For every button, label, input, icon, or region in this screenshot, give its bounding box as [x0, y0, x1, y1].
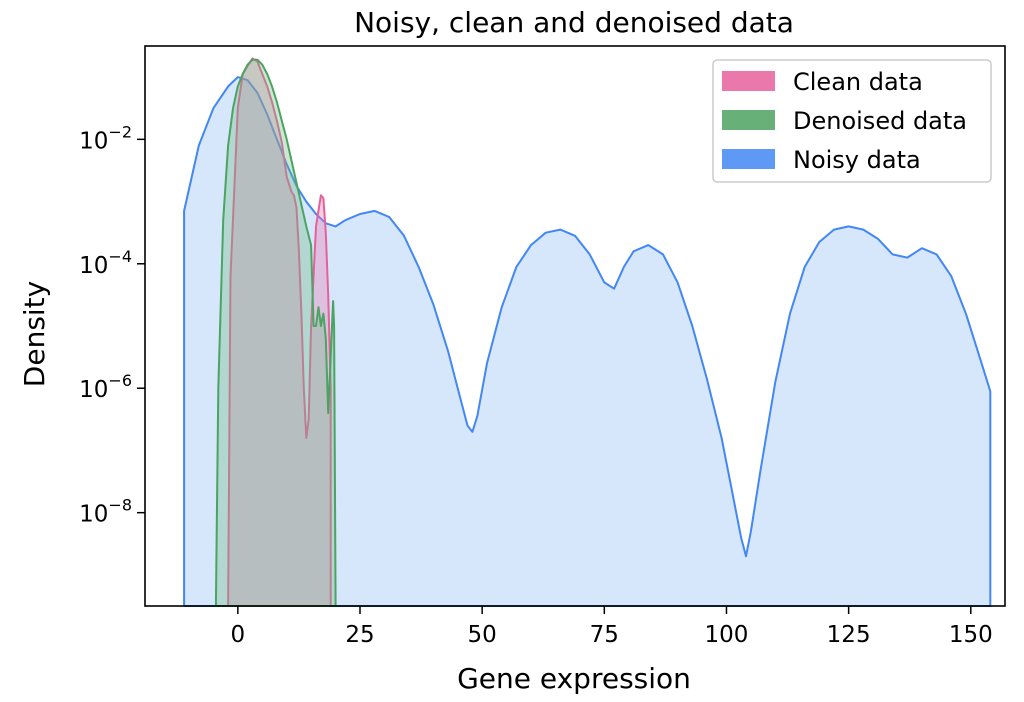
series-noisy-data-area	[183, 76, 992, 607]
x-tick-label: 100	[705, 622, 749, 648]
y-axis-label: Density	[18, 281, 51, 387]
x-axis: 0 25 50 75 100 125 150	[231, 606, 993, 648]
chart-title: Noisy, clean and denoised data	[354, 6, 794, 39]
x-tick-label: 50	[468, 622, 497, 648]
plot-frame	[144, 45, 1006, 607]
x-tick-label: 150	[949, 622, 993, 648]
legend-box	[712, 59, 992, 183]
y-tick-label: 10−8	[79, 496, 132, 528]
x-axis-label: Gene expression	[457, 662, 691, 695]
plot-area	[183, 57, 992, 607]
legend-label-noisy-data: Noisy data	[793, 146, 921, 174]
legend-swatch-clean-data	[722, 71, 775, 91]
x-tick-label: 75	[590, 622, 619, 648]
legend-label-denoised-data: Denoised data	[793, 107, 967, 135]
y-axis: 10−2 10−4 10−6 10−8	[79, 122, 145, 528]
y-tick-label: 10−4	[79, 247, 132, 279]
series-denoised-data-area	[214, 58, 337, 607]
legend-label-clean-data: Clean data	[793, 68, 923, 96]
y-tick-label: 10−2	[79, 122, 132, 154]
legend: Clean data Denoised data Noisy data	[712, 59, 992, 183]
x-tick-label: 125	[827, 622, 871, 648]
x-tick-label: 25	[345, 622, 374, 648]
legend-swatch-noisy-data	[722, 149, 775, 169]
legend-swatch-denoised-data	[722, 110, 775, 130]
y-tick-label: 10−6	[79, 371, 132, 403]
x-tick-label: 0	[231, 622, 246, 648]
